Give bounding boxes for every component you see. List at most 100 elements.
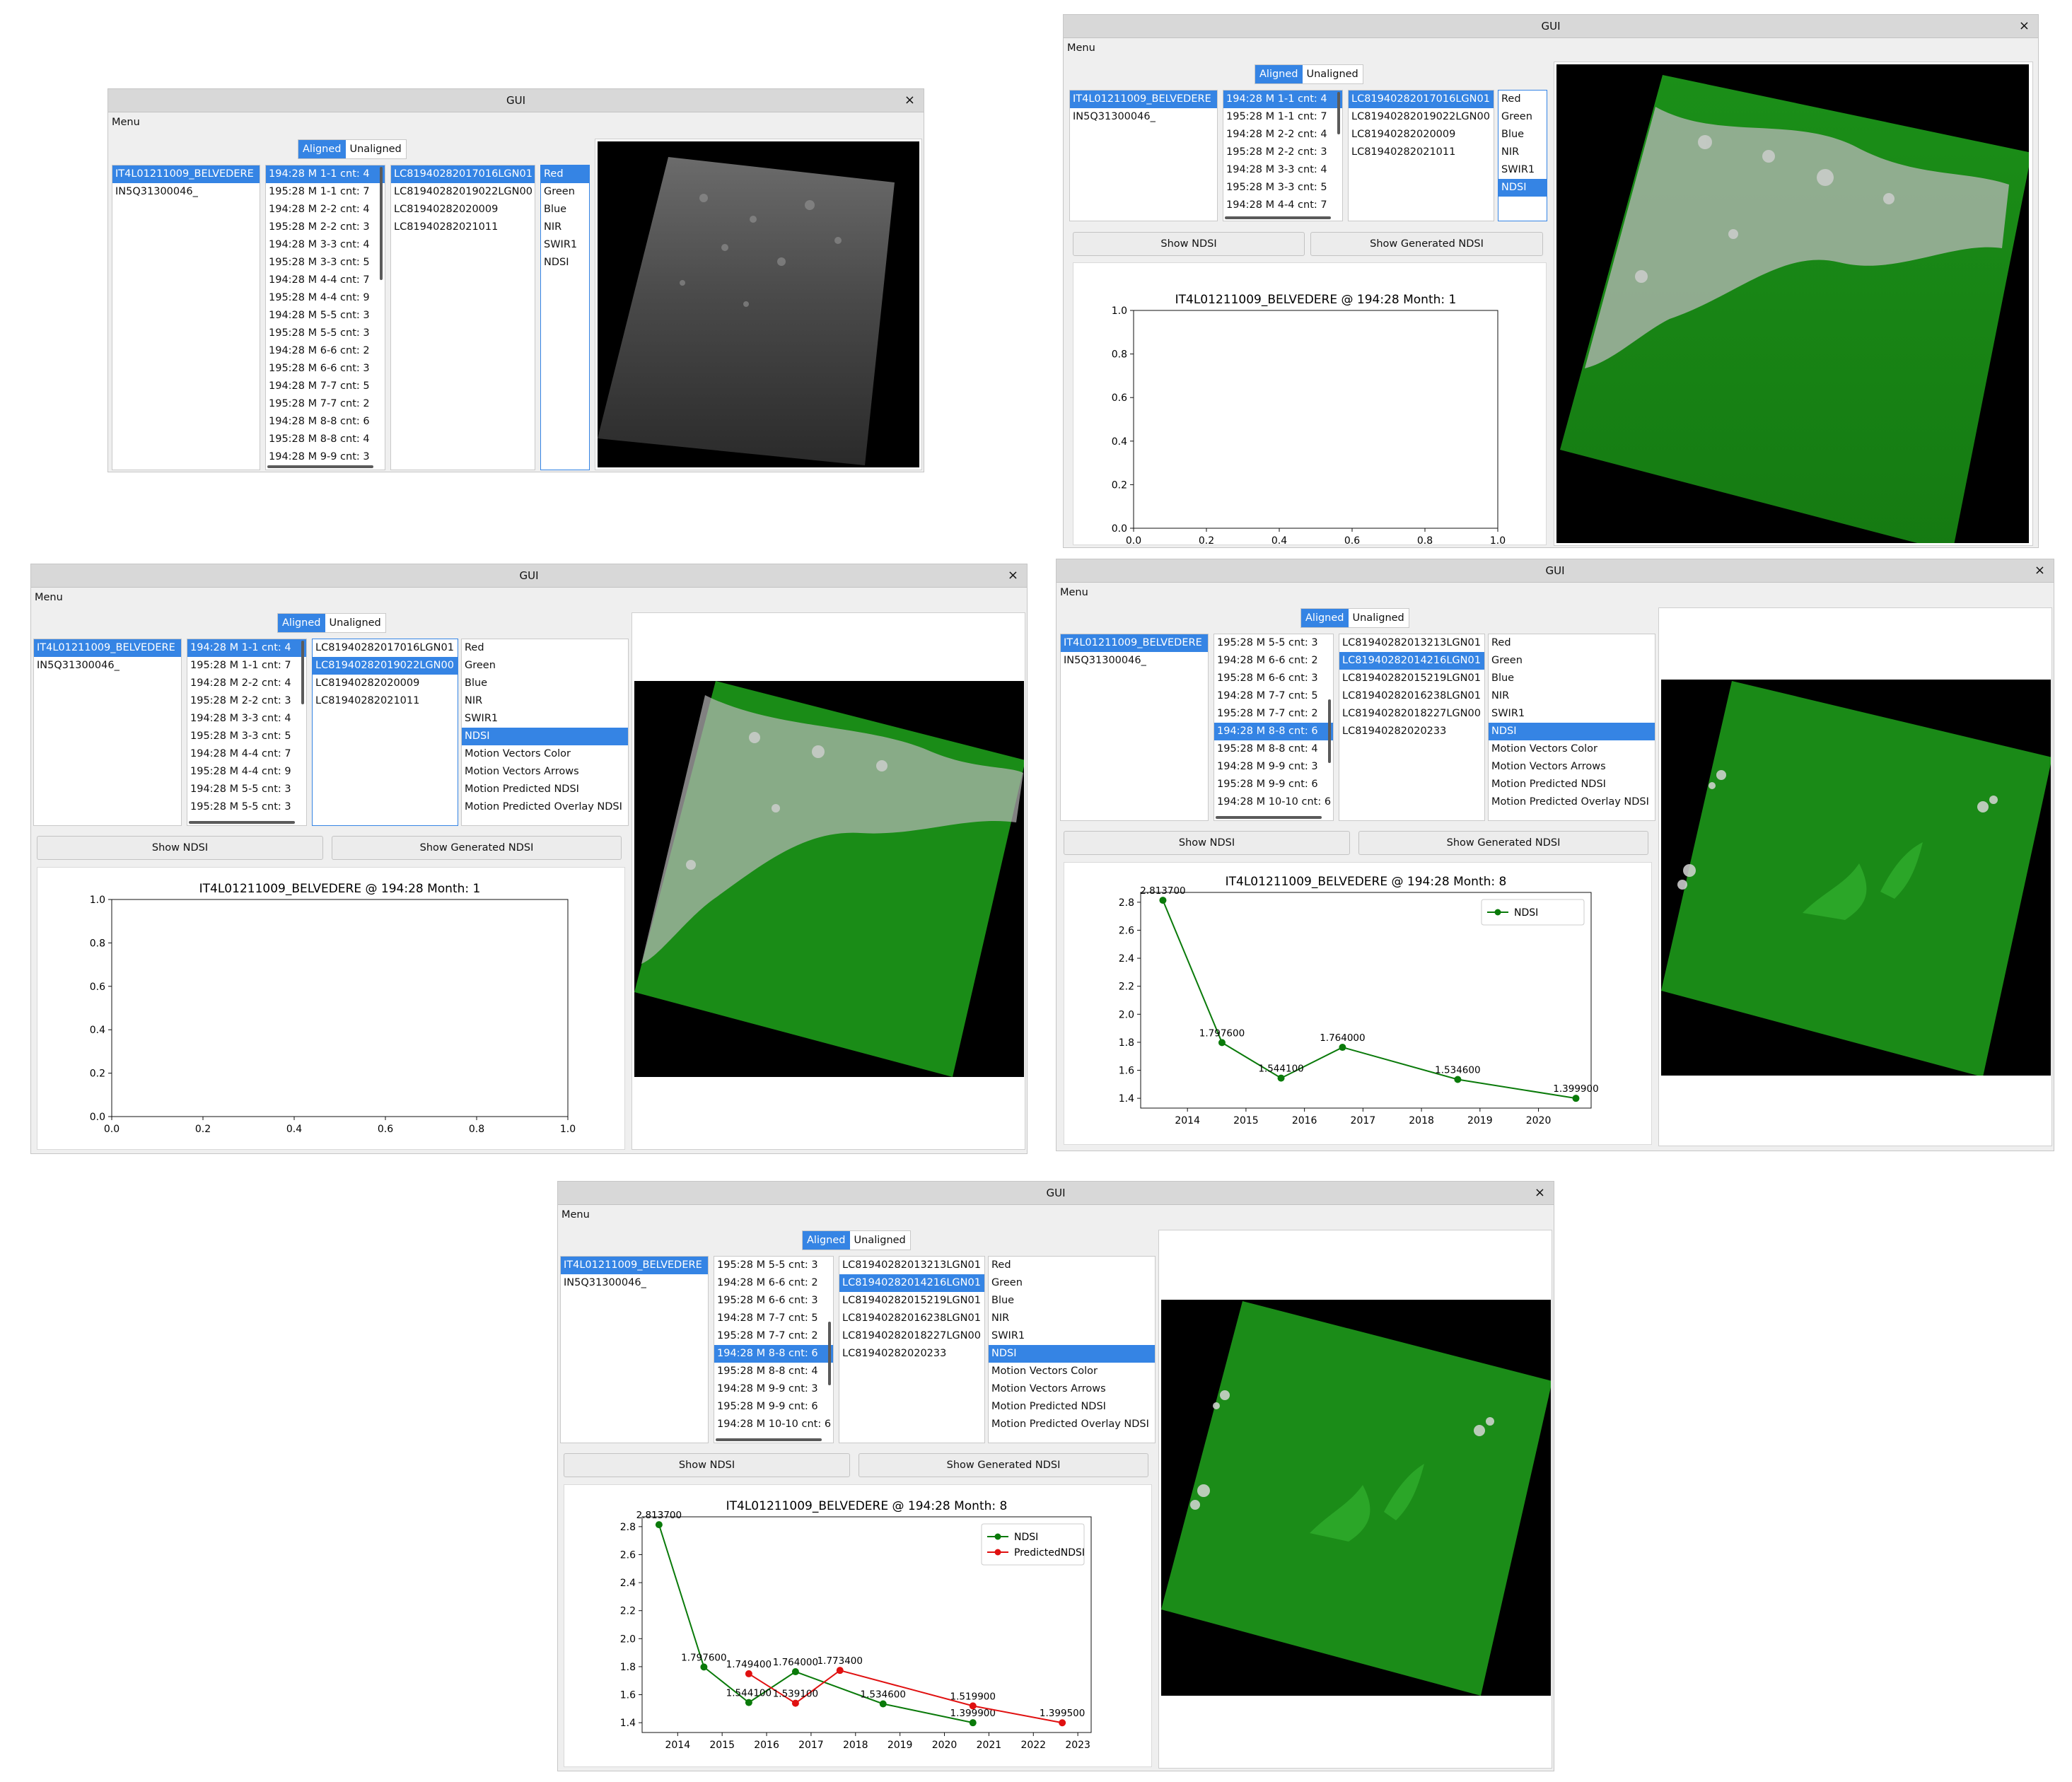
scene-item[interactable]: LC81940282013213LGN01 bbox=[842, 1259, 981, 1271]
month-item[interactable]: 195:28 M 9-9 cnt: 6 bbox=[1217, 779, 1318, 790]
show-ndsi-button[interactable]: Show NDSI bbox=[37, 836, 323, 860]
band-item[interactable]: Red bbox=[991, 1259, 1011, 1271]
month-list[interactable]: 195:28 M 5-5 cnt: 3 194:28 M 6-6 cnt: 2 … bbox=[714, 1256, 834, 1443]
band-item[interactable]: NIR bbox=[1501, 146, 1520, 158]
title-bar[interactable]: GUI × bbox=[108, 89, 924, 112]
site-list[interactable]: IT4L01211009_BELVEDERE IN5Q31300046_ bbox=[560, 1256, 709, 1443]
show-ndsi-button[interactable]: Show NDSI bbox=[1064, 831, 1350, 855]
band-list[interactable]: Red Green Blue NIR SWIR1 NDSI bbox=[540, 165, 590, 470]
band-item[interactable]: Motion Vectors Color bbox=[1491, 743, 1597, 755]
aligned-option[interactable]: Aligned bbox=[1255, 65, 1303, 83]
band-item[interactable]: NDSI bbox=[544, 257, 569, 268]
show-generated-ndsi-button[interactable]: Show Generated NDSI bbox=[859, 1453, 1148, 1477]
scene-item[interactable]: LC81940282016238LGN01 bbox=[842, 1312, 981, 1324]
scene-item[interactable]: LC81940282015219LGN01 bbox=[1342, 672, 1481, 684]
band-item[interactable]: NIR bbox=[1491, 690, 1510, 701]
title-bar[interactable]: GUI × bbox=[1064, 15, 2038, 38]
month-item[interactable]: 194:28 M 7-7 cnt: 5 bbox=[717, 1312, 818, 1324]
site-item[interactable]: IT4L01211009_BELVEDERE bbox=[112, 165, 260, 183]
month-item[interactable]: 194:28 M 9-9 cnt: 3 bbox=[1217, 761, 1318, 772]
menu-button[interactable]: Menu bbox=[35, 592, 63, 603]
band-item[interactable]: Red bbox=[1491, 637, 1511, 648]
month-list[interactable]: 194:28 M 1-1 cnt: 4 195:28 M 1-1 cnt: 7 … bbox=[265, 165, 385, 470]
month-item[interactable]: 195:28 M 7-7 cnt: 2 bbox=[1217, 708, 1318, 719]
title-bar[interactable]: GUI × bbox=[1057, 559, 2054, 583]
close-icon[interactable]: × bbox=[2034, 563, 2045, 578]
month-item[interactable]: 194:28 M 6-6 cnt: 2 bbox=[717, 1277, 818, 1288]
scene-item[interactable]: LC81940282020009 bbox=[315, 677, 420, 689]
month-item[interactable]: 194:28 M 10-10 cnt: 6 bbox=[717, 1419, 832, 1430]
vertical-scrollbar[interactable] bbox=[1337, 92, 1340, 134]
horizontal-scrollbar[interactable] bbox=[267, 465, 373, 468]
band-item[interactable]: SWIR1 bbox=[1501, 164, 1535, 175]
scene-item[interactable]: LC81940282014216LGN01 bbox=[1339, 652, 1484, 670]
band-item[interactable]: NIR bbox=[465, 695, 483, 706]
month-item[interactable]: 195:28 M 5-5 cnt: 3 bbox=[190, 801, 291, 813]
month-item[interactable]: 195:28 M 8-8 cnt: 4 bbox=[269, 433, 370, 445]
scene-list[interactable]: LC81940282017016LGN01 LC81940282019022LG… bbox=[312, 639, 458, 826]
scene-item[interactable]: LC81940282016238LGN01 bbox=[1342, 690, 1481, 701]
menu-button[interactable]: Menu bbox=[1067, 42, 1095, 54]
scene-item[interactable]: LC81940282020233 bbox=[842, 1348, 947, 1359]
month-list[interactable]: 194:28 M 1-1 cnt: 4 195:28 M 1-1 cnt: 7 … bbox=[187, 639, 307, 826]
aligned-option[interactable]: Aligned bbox=[298, 140, 346, 158]
month-item[interactable]: 195:28 M 9-9 cnt: 6 bbox=[717, 1401, 818, 1412]
show-generated-ndsi-button[interactable]: Show Generated NDSI bbox=[1358, 831, 1648, 855]
site-list[interactable]: IT4L01211009_BELVEDERE IN5Q31300046_ bbox=[1060, 634, 1209, 821]
aligned-toggle[interactable]: Aligned Unaligned bbox=[1255, 64, 1363, 84]
band-item[interactable]: Red bbox=[465, 642, 484, 653]
scene-item[interactable]: LC81940282020009 bbox=[1351, 129, 1456, 140]
band-item[interactable]: NIR bbox=[991, 1312, 1010, 1324]
show-generated-ndsi-button[interactable]: Show Generated NDSI bbox=[332, 836, 622, 860]
scene-list[interactable]: LC81940282017016LGN01 LC81940282019022LG… bbox=[1348, 90, 1494, 221]
menu-button[interactable]: Menu bbox=[112, 117, 140, 128]
scene-item[interactable]: LC81940282021011 bbox=[315, 695, 420, 706]
close-icon[interactable]: × bbox=[2018, 18, 2030, 33]
band-item[interactable]: NIR bbox=[544, 221, 562, 233]
band-item[interactable]: Blue bbox=[991, 1295, 1015, 1306]
site-list[interactable]: IT4L01211009_BELVEDERE IN5Q31300046_ bbox=[1069, 90, 1218, 221]
band-item[interactable]: Motion Predicted NDSI bbox=[1491, 779, 1606, 790]
scene-item[interactable]: LC81940282014216LGN01 bbox=[839, 1274, 984, 1292]
month-item[interactable]: 195:28 M 5-5 cnt: 3 bbox=[1217, 637, 1318, 648]
aligned-toggle[interactable]: Aligned Unaligned bbox=[1300, 608, 1409, 628]
month-item[interactable]: 195:28 M 3-3 cnt: 5 bbox=[190, 730, 291, 742]
month-item[interactable]: 194:28 M 4-4 cnt: 7 bbox=[1226, 199, 1327, 211]
unaligned-option[interactable]: Unaligned bbox=[854, 1235, 906, 1246]
month-item[interactable]: 194:28 M 3-3 cnt: 4 bbox=[269, 239, 370, 250]
month-item[interactable]: 195:28 M 3-3 cnt: 5 bbox=[1226, 182, 1327, 193]
show-generated-ndsi-button[interactable]: Show Generated NDSI bbox=[1310, 232, 1543, 256]
scene-item[interactable]: LC81940282020009 bbox=[394, 204, 499, 215]
month-list[interactable]: 194:28 M 1-1 cnt: 4 195:28 M 1-1 cnt: 7 … bbox=[1223, 90, 1343, 221]
vertical-scrollbar[interactable] bbox=[1328, 699, 1331, 763]
band-item[interactable]: SWIR1 bbox=[991, 1330, 1025, 1341]
band-item[interactable]: Green bbox=[1491, 655, 1523, 666]
site-list[interactable]: IT4L01211009_BELVEDERE IN5Q31300046_ bbox=[112, 165, 260, 470]
month-item[interactable]: 194:28 M 9-9 cnt: 3 bbox=[717, 1383, 818, 1394]
menu-button[interactable]: Menu bbox=[561, 1209, 590, 1221]
site-item[interactable]: IN5Q31300046_ bbox=[37, 660, 120, 671]
scene-list[interactable]: LC81940282017016LGN01 LC81940282019022LG… bbox=[390, 165, 535, 470]
band-item[interactable]: Blue bbox=[1491, 672, 1515, 684]
horizontal-scrollbar[interactable] bbox=[1216, 816, 1322, 819]
month-item[interactable]: 195:28 M 8-8 cnt: 4 bbox=[1217, 743, 1318, 755]
month-item[interactable]: 194:28 M 7-7 cnt: 5 bbox=[1217, 690, 1318, 701]
band-item[interactable]: Motion Predicted NDSI bbox=[991, 1401, 1106, 1412]
band-item[interactable]: SWIR1 bbox=[1491, 708, 1525, 719]
month-item[interactable]: 194:28 M 1-1 cnt: 4 bbox=[266, 165, 385, 183]
month-item[interactable]: 195:28 M 3-3 cnt: 5 bbox=[269, 257, 370, 268]
site-item[interactable]: IN5Q31300046_ bbox=[115, 186, 198, 197]
band-item[interactable]: Green bbox=[465, 660, 496, 671]
horizontal-scrollbar[interactable] bbox=[1225, 216, 1331, 219]
aligned-toggle[interactable]: Aligned Unaligned bbox=[802, 1230, 911, 1250]
month-item[interactable]: 195:28 M 4-4 cnt: 9 bbox=[190, 766, 291, 777]
month-item[interactable]: 194:28 M 8-8 cnt: 6 bbox=[269, 416, 370, 427]
close-icon[interactable]: × bbox=[1007, 568, 1018, 583]
site-item[interactable]: IN5Q31300046_ bbox=[1064, 655, 1146, 666]
scene-item[interactable]: LC81940282021011 bbox=[394, 221, 499, 233]
band-list[interactable]: Red Green Blue NIR SWIR1 NDSI Motion Vec… bbox=[1488, 634, 1655, 821]
band-item[interactable]: Motion Vectors Arrows bbox=[465, 766, 579, 777]
band-item[interactable]: SWIR1 bbox=[465, 713, 499, 724]
site-item[interactable]: IN5Q31300046_ bbox=[564, 1277, 646, 1288]
vertical-scrollbar[interactable] bbox=[828, 1322, 831, 1385]
